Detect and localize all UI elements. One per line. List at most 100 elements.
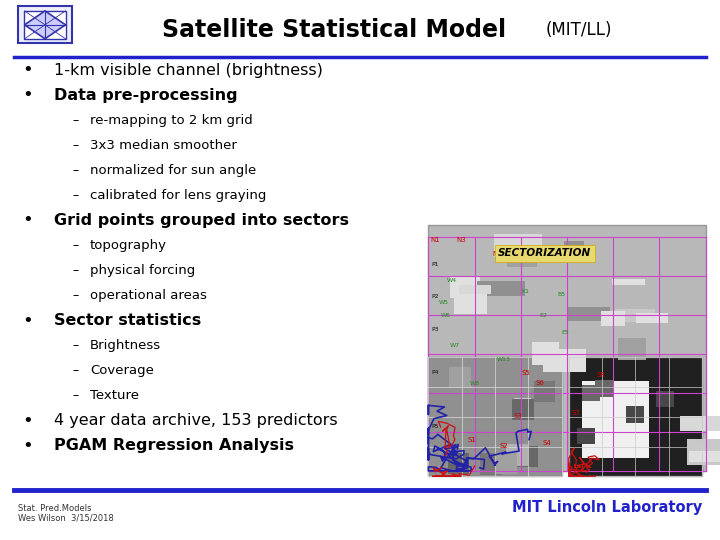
Text: P4: P4 (432, 370, 439, 375)
Bar (459, 285, 491, 294)
Bar (534, 381, 555, 402)
Text: physical forcing: physical forcing (90, 264, 195, 277)
Text: S2: S2 (500, 442, 508, 449)
Text: W8: W8 (470, 381, 480, 386)
Text: •: • (22, 437, 32, 455)
Bar (680, 416, 720, 431)
Text: •: • (22, 312, 32, 329)
Text: topography: topography (90, 239, 167, 252)
Text: SR: SR (597, 372, 606, 379)
Bar (477, 281, 525, 296)
Bar (448, 453, 469, 475)
Text: •: • (22, 86, 32, 104)
Text: PGAM Regression Analysis: PGAM Regression Analysis (54, 438, 294, 453)
Text: Brightness: Brightness (90, 339, 161, 352)
Text: –: – (73, 164, 78, 177)
Bar (449, 278, 480, 299)
Text: N5: N5 (492, 251, 502, 257)
Text: E5: E5 (562, 329, 569, 335)
Text: 1-km visible channel (brightness): 1-km visible channel (brightness) (54, 63, 323, 78)
Bar (531, 342, 559, 366)
Text: S1: S1 (467, 437, 476, 443)
Text: W7: W7 (450, 343, 460, 348)
Text: operational areas: operational areas (90, 289, 207, 302)
Text: P3: P3 (432, 327, 439, 332)
Bar (582, 384, 600, 401)
Text: •: • (22, 212, 32, 230)
Bar (656, 390, 674, 407)
Text: S6: S6 (536, 380, 544, 387)
Text: S3: S3 (514, 413, 523, 419)
Bar (480, 454, 502, 475)
Text: MIT Lincoln Laboratory: MIT Lincoln Laboratory (512, 500, 702, 515)
Bar (618, 338, 647, 360)
Text: –: – (73, 289, 78, 302)
Bar (612, 279, 645, 286)
Text: –: – (73, 364, 78, 377)
Text: S7: S7 (572, 410, 580, 416)
Polygon shape (24, 11, 66, 39)
Text: P5: P5 (432, 424, 439, 429)
Bar (626, 406, 644, 422)
Bar (516, 446, 538, 468)
Text: SECTORIZATION: SECTORIZATION (498, 248, 591, 259)
Text: N3: N3 (456, 237, 466, 244)
Text: K1: K1 (521, 289, 530, 294)
Bar (514, 398, 531, 413)
Text: •: • (22, 411, 32, 430)
Text: –: – (73, 114, 78, 127)
Bar (564, 240, 584, 260)
Bar (577, 428, 595, 444)
Text: calibrated for lens graying: calibrated for lens graying (90, 189, 266, 202)
Text: P2: P2 (432, 294, 439, 300)
Bar (595, 380, 613, 396)
Text: Stat. Pred.Models: Stat. Pred.Models (18, 504, 91, 513)
Bar (506, 444, 528, 466)
Text: –: – (73, 389, 78, 402)
Bar (494, 234, 542, 258)
Bar (428, 225, 706, 471)
Text: Grid points grouped into sectors: Grid points grouped into sectors (54, 213, 349, 228)
Text: W5: W5 (439, 300, 449, 305)
Text: W4: W4 (447, 278, 457, 284)
Text: Texture: Texture (90, 389, 139, 402)
Text: W13: W13 (497, 356, 511, 362)
Bar (428, 357, 562, 476)
Bar (454, 294, 487, 314)
Text: Coverage: Coverage (90, 364, 154, 377)
Text: 3x3 median smoother: 3x3 median smoother (90, 139, 237, 152)
Text: –: – (73, 264, 78, 277)
Text: –: – (73, 239, 78, 252)
Bar (496, 453, 518, 474)
Text: •: • (22, 61, 32, 79)
Bar (601, 312, 625, 326)
Text: E2: E2 (540, 313, 547, 319)
Bar (582, 381, 649, 458)
Text: N1: N1 (431, 237, 441, 244)
Bar (567, 307, 611, 321)
Text: –: – (73, 139, 78, 152)
Bar (544, 349, 585, 372)
Bar (687, 440, 720, 465)
Text: Sector statistics: Sector statistics (54, 313, 202, 328)
Bar (24, 11, 66, 39)
Bar (587, 397, 618, 410)
Bar (507, 253, 537, 267)
Text: B5: B5 (557, 292, 566, 297)
Bar (569, 357, 702, 476)
Bar (512, 399, 534, 421)
Text: –: – (73, 339, 78, 352)
Bar (689, 450, 720, 462)
Text: 4 year data archive, 153 predictors: 4 year data archive, 153 predictors (54, 413, 338, 428)
Text: Satellite Statistical Model: Satellite Statistical Model (162, 18, 515, 42)
Text: S4: S4 (543, 440, 552, 446)
Text: Data pre-processing: Data pre-processing (54, 87, 238, 103)
Text: normalized for sun angle: normalized for sun angle (90, 164, 256, 177)
Text: P1: P1 (432, 262, 439, 267)
Text: N5: N5 (495, 252, 503, 258)
Text: Wes Wilson  3/15/2018: Wes Wilson 3/15/2018 (18, 514, 114, 523)
Bar (636, 313, 667, 323)
Text: S5: S5 (521, 369, 530, 376)
Text: W6: W6 (441, 313, 451, 319)
Bar (18, 6, 72, 43)
